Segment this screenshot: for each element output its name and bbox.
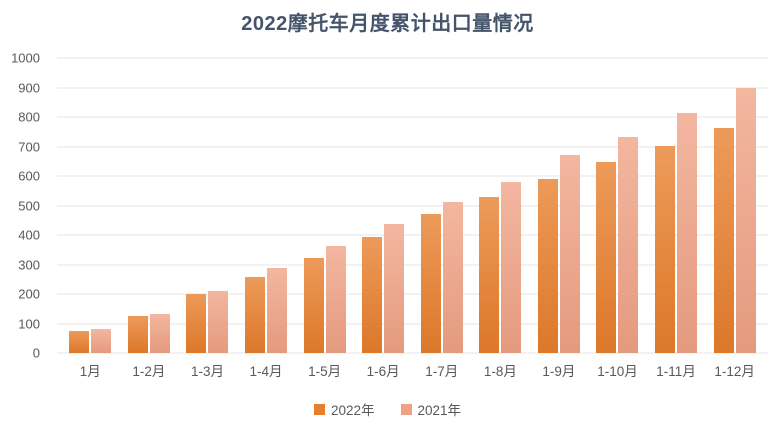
legend-swatch-2021-icon [400,403,412,415]
bar-group-3 [178,58,237,353]
gridline-400 [57,234,768,236]
x-tick-label-5: 1-5月 [308,364,342,379]
bar-2022-1-10月[interactable] [596,161,617,353]
bar-2022-1-9月[interactable] [537,179,558,353]
bar-2021-1-9月[interactable] [559,155,580,353]
gridline-200 [57,293,768,295]
y-tick-label-200: 200 [18,286,40,302]
legend-item-2021[interactable]: 2021年 [400,399,462,419]
bar-2021-1-5月[interactable] [325,246,346,353]
bar-2022-1-12月[interactable] [713,128,734,353]
bar-2021-1-4月[interactable] [267,268,288,353]
y-tick-label-500: 500 [18,198,40,213]
bar-2022-1-8月[interactable] [479,197,500,353]
y-tick-label-300: 300 [18,257,40,272]
gridline-800 [57,116,768,118]
bar-groups [57,58,768,353]
x-tick-label-11: 1-11月 [656,364,696,379]
bar-2022-1月[interactable] [69,331,90,353]
legend-label-2022: 2022年 [330,403,375,418]
x-axis: 1月 1-2月 1-3月 1-4月 1-5月 1-6月 1-7月 1-8月 1-9月 1-10月 1… [57,360,768,380]
x-tick-label-3: 1-3月 [190,364,224,379]
gridline-0 [57,352,768,354]
bar-group-4 [237,58,296,353]
y-axis: 0 100 200 300 400 500 600 700 800 900 1000 [0,52,50,360]
bar-2021-1-12月[interactable] [735,88,756,353]
bar-2021-1-3月[interactable] [208,291,229,353]
y-tick-label-0: 0 [32,345,40,361]
x-tick-label-9: 1-9月 [542,364,576,379]
bar-group-11 [647,58,706,353]
gridline-700 [57,146,768,147]
x-tick-label-1: 1月 [79,364,101,379]
bar-group-12 [705,58,764,353]
x-tick-label-7: 1-7月 [425,364,459,379]
bar-group-5 [295,58,354,353]
y-tick-label-600: 600 [18,168,40,184]
plot-area [57,57,768,354]
bar-2022-1-3月[interactable] [186,294,207,353]
legend-swatch-2022-icon [313,403,325,415]
y-tick-label-700: 700 [18,139,40,154]
bar-2021-1-11月[interactable] [677,113,698,353]
legend-item-2022[interactable]: 2022年 [313,399,375,419]
x-tick-label-12: 1-12月 [714,364,755,379]
x-tick-label-2: 1-2月 [132,364,166,379]
bar-2021-1-7月[interactable] [442,202,463,353]
bar-2022-1-7月[interactable] [420,214,441,353]
x-tick-label-6: 1-6月 [366,364,400,379]
bar-2021-1月[interactable] [91,329,112,353]
gridline-900 [57,87,768,88]
bar-group-7 [412,58,471,353]
legend: 2022年 2021年 [0,399,775,419]
bar-group-8 [471,58,530,353]
bar-2021-1-2月[interactable] [149,314,170,353]
gridline-500 [57,205,768,206]
x-tick-label-10: 1-10月 [597,364,638,379]
bar-2022-1-6月[interactable] [362,236,383,353]
bar-2022-1-5月[interactable] [303,258,324,353]
gridline-100 [57,323,768,324]
gridline-1000 [57,57,768,59]
bar-group-1 [61,58,120,353]
y-tick-label-900: 900 [18,80,40,95]
bar-2021-1-10月[interactable] [618,137,639,353]
bar-2022-1-2月[interactable] [127,316,148,353]
legend-label-2021: 2021年 [417,403,462,418]
bar-2021-1-6月[interactable] [384,223,405,353]
x-tick-label-8: 1-8月 [483,364,517,379]
chart-title: 2022摩托车月度累计出口量情况 [241,13,534,35]
x-tick-label-4: 1-4月 [249,364,283,379]
bar-2022-1-11月[interactable] [655,145,676,353]
bar-2022-1-4月[interactable] [245,276,266,353]
y-tick-label-400: 400 [18,227,40,243]
y-tick-label-100: 100 [18,316,40,331]
bar-2021-1-8月[interactable] [501,181,522,353]
y-tick-label-800: 800 [18,109,40,125]
bar-group-9 [530,58,589,353]
bar-group-2 [120,58,179,353]
bar-group-10 [588,58,647,353]
bar-group-6 [354,58,413,353]
gridline-600 [57,175,768,177]
gridline-300 [57,264,768,265]
y-tick-label-1000: 1000 [11,50,40,66]
